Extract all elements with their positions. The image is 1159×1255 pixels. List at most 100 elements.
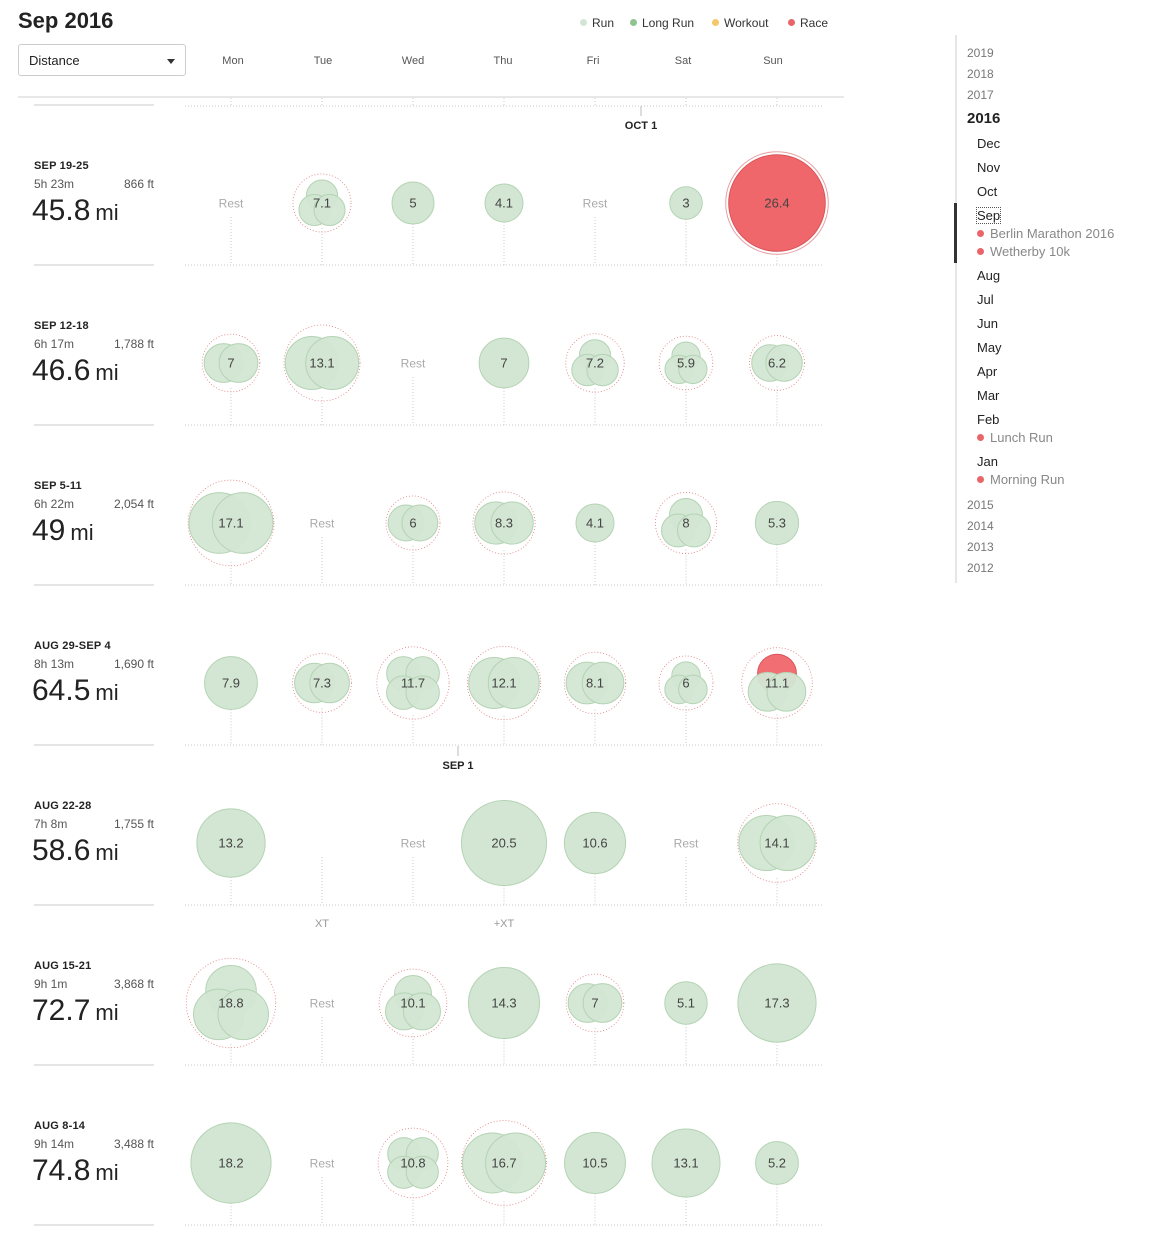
activity-distance: 6.2 [768,356,786,371]
activity-bubble[interactable] [669,186,703,220]
activity-bubble[interactable] [581,661,625,705]
nav-year-2018[interactable]: 2018 [967,67,994,81]
nav-year-2014[interactable]: 2014 [967,519,994,533]
activity-bubble[interactable] [564,1132,626,1194]
activity-bubble[interactable] [678,354,708,385]
activity-bubble[interactable] [737,963,817,1043]
week-range-label: SEP 12-18 [34,320,89,332]
activity-bubble[interactable] [402,992,441,1031]
nav-year-2019[interactable]: 2019 [967,46,994,60]
rest-day-label: Rest [401,357,426,371]
nav-event[interactable]: Wetherby 10k [977,244,1070,259]
activity-distance: 14.3 [491,996,516,1011]
activity-group-ring [185,957,277,1049]
nav-month-apr[interactable]: Apr [977,364,998,379]
rest-day-label: Rest [401,837,426,851]
activity-distance: 10.5 [582,1156,607,1171]
nav-month-nov[interactable]: Nov [977,160,1001,175]
nav-year-2016[interactable]: 2016 [967,110,1001,127]
activity-bubble[interactable] [218,343,259,383]
nav-year-2013[interactable]: 2013 [967,540,994,554]
activity-bubble[interactable] [487,656,540,710]
activity-bubble[interactable] [190,1122,272,1204]
nav-month-aug[interactable]: Aug [977,268,1001,283]
activity-bubble[interactable] [582,983,623,1023]
activity-bubble[interactable] [405,675,440,710]
nav-month-jul[interactable]: Jul [977,292,994,307]
activity-bubble[interactable] [401,504,439,542]
activity-bubble[interactable] [765,344,803,382]
legend-item-race: Race [788,16,828,30]
nav-month-dec[interactable]: Dec [977,136,1001,151]
nav-year-2017[interactable]: 2017 [967,88,994,102]
day-header-mon: Mon [222,55,244,67]
day-header-tue: Tue [313,55,333,67]
nav-month-sep[interactable]: Sep [975,207,1002,224]
activity-bubble[interactable] [651,1128,721,1198]
activity-bubble[interactable] [766,671,807,712]
nav-month-may[interactable]: May [977,340,1002,355]
race-dot-icon [977,248,984,255]
activity-bubble[interactable] [563,811,627,875]
week-elevation: 1,788 ft [113,337,154,351]
metric-select[interactable]: Distance [18,44,186,76]
activity-bubble[interactable] [755,1141,799,1185]
nav-event[interactable]: Berlin Marathon 2016 [977,226,1114,241]
nav-event-label: Morning Run [990,472,1065,487]
week-divider [34,104,154,106]
nav-month-feb[interactable]: Feb [977,412,1000,427]
activity-bubble[interactable] [405,1155,439,1189]
race-glow-ring [725,151,829,255]
activity-bubble[interactable] [575,503,615,543]
activity-bubble[interactable] [484,183,524,223]
activity-bubble[interactable] [485,1132,546,1194]
activity-group-ring [658,335,714,391]
activity-bubble[interactable] [217,988,269,1041]
activity-bubble[interactable] [754,500,800,546]
week-elevation: 3,868 ft [113,977,154,991]
week-distance-value: 74.8 [32,1154,91,1187]
week-row: 18.2 Rest 10.8 16.7 10.5 13.1 5.2 [185,1120,822,1226]
nav-month-jan[interactable]: Jan [977,454,998,469]
activity-distance: 10.6 [582,836,607,851]
legend-item-long-run: Long Run [630,16,694,30]
nav-year-2012[interactable]: 2012 [967,561,994,575]
activity-bubble[interactable] [196,808,266,878]
activity-bubble[interactable] [676,513,711,548]
activity-distance: 17.1 [218,516,243,531]
activity-bubble[interactable] [391,181,435,225]
nav-event[interactable]: Lunch Run [977,430,1053,445]
nav-month-jun[interactable]: Jun [977,316,998,331]
nav-month-mar[interactable]: Mar [977,388,1000,403]
week-distance-value: 46.6 [32,354,91,387]
week-distance-unit: mi [95,1000,119,1025]
activity-bubble[interactable] [211,492,274,554]
week-distance-unit: mi [95,840,119,865]
activity-bubble[interactable] [313,193,346,227]
activity-bubble[interactable] [305,335,360,391]
activity-distance: 16.7 [491,1156,516,1171]
activity-bubble[interactable] [309,662,350,704]
week-row: 13.2 XT Rest 20.5 +XT 10.6 Rest 14.1 [185,799,822,930]
nav-year-2015[interactable]: 2015 [967,498,994,512]
activity-bubble[interactable] [204,656,258,710]
activity-bubble[interactable] [490,501,534,545]
activity-bubble[interactable] [664,981,708,1025]
nav-month-oct[interactable]: Oct [977,184,998,199]
activity-bubble[interactable] [460,799,548,887]
activity-group-ring [565,973,625,1033]
week-divider [34,1224,154,1226]
week-elevation: 1,755 ft [113,817,154,831]
activity-distance: 5.9 [677,356,695,371]
activity-bubble[interactable] [586,353,619,387]
activity-bubble[interactable] [759,814,816,872]
activity-group-ring [292,653,352,713]
activity-bubble[interactable] [678,674,708,705]
activity-bubble[interactable] [478,337,530,389]
week-elevation: 866 ft [123,177,154,191]
activity-bubble[interactable] [467,966,541,1040]
race-bubble[interactable] [728,154,826,252]
activity-distance: 13.1 [309,356,334,371]
nav-event[interactable]: Morning Run [977,472,1064,487]
week-duration: 9h 14m [34,1137,75,1151]
